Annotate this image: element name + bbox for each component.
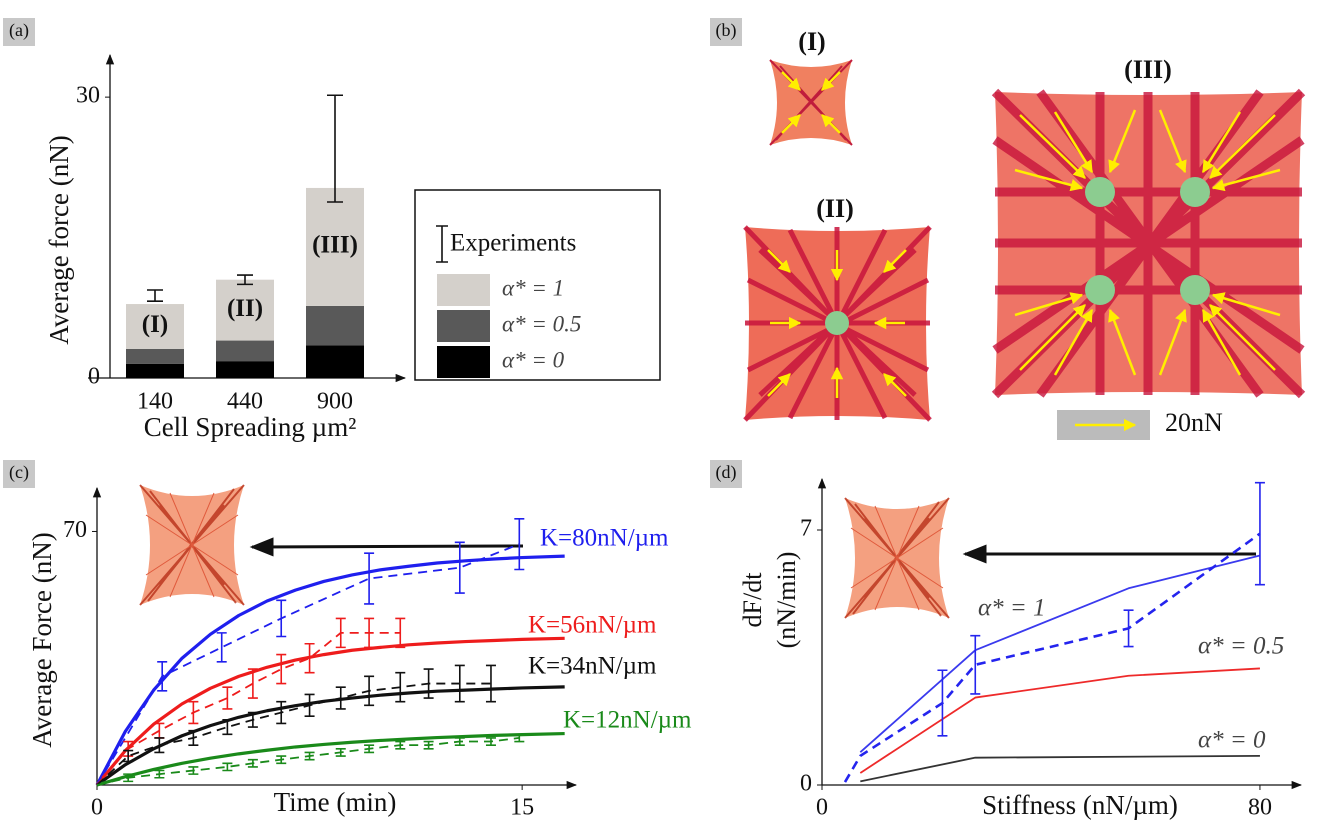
error-bar xyxy=(276,655,286,684)
bar-segment xyxy=(306,345,364,378)
bar-segment xyxy=(126,349,184,364)
error-bar xyxy=(937,670,947,736)
x-tick-label: 0 xyxy=(816,795,828,821)
cell-III xyxy=(995,92,1302,395)
cell-II xyxy=(745,227,930,420)
error-bar xyxy=(188,702,198,724)
x-axis-label: Stiffness (nN/µm) xyxy=(982,790,1178,820)
x-tick-label: 900 xyxy=(317,389,353,415)
error-bar xyxy=(276,600,286,636)
error-bar xyxy=(364,553,374,604)
model-line xyxy=(97,638,565,785)
x-tick-label: 440 xyxy=(227,389,263,415)
y-tick-label: 70 xyxy=(63,517,87,543)
x-axis-label: Time (min) xyxy=(274,787,397,817)
bar-segment xyxy=(216,361,274,378)
x-tick-label: 15 xyxy=(510,795,534,821)
panel-label: (a) xyxy=(9,20,29,41)
error-bar xyxy=(222,687,232,709)
panel-label: (c) xyxy=(9,462,29,483)
error-bar xyxy=(154,723,164,737)
legend-label: α* = 0.5 xyxy=(502,311,581,336)
y-tick-label: 7 xyxy=(800,516,812,542)
y-tick-label: 0 xyxy=(88,364,100,390)
page: {"chart_data": [ {"panel_label": "(a)", … xyxy=(0,0,1329,832)
panel-label: (b) xyxy=(716,20,737,41)
y-axis-label: (nN/min) xyxy=(772,552,801,649)
x-tick-label: 140 xyxy=(137,389,173,415)
bar-segment xyxy=(216,341,274,362)
cell-label: (II) xyxy=(816,194,854,223)
legend-label: α* = 0 xyxy=(502,347,565,372)
bar-segment xyxy=(306,306,364,345)
legend-swatch xyxy=(437,274,490,306)
x-tick-label: 0 xyxy=(91,795,103,821)
cell-label: (III) xyxy=(1124,55,1172,84)
series-label: α* = 1 xyxy=(978,595,1046,622)
series-label: K=56nN/µm xyxy=(528,612,657,639)
legend-label: α* = 1 xyxy=(502,275,564,300)
error-bar xyxy=(336,618,346,647)
legend-swatch xyxy=(437,310,490,342)
error-bar xyxy=(514,519,524,570)
scale-bar-label: 20nN xyxy=(1165,408,1223,437)
error-bar xyxy=(1255,483,1265,585)
cell-label: (I) xyxy=(798,27,825,56)
inset-cell xyxy=(845,498,949,618)
model-line xyxy=(860,756,1260,782)
series-label: K=34nN/µm xyxy=(528,653,657,680)
x-axis-label: Cell Spreading µm² xyxy=(144,412,357,442)
error-bar xyxy=(327,95,343,202)
cell-I xyxy=(770,60,852,145)
bar-label: (III) xyxy=(312,232,358,259)
error-bar xyxy=(217,633,227,662)
y-axis-label: Average Force (nN) xyxy=(27,532,57,747)
y-tick-label: 0 xyxy=(800,771,812,797)
series-label: K=80nN/µm xyxy=(540,525,669,552)
annotation-arrow xyxy=(252,546,523,547)
legend-swatch xyxy=(437,346,490,378)
x-tick-label: 80 xyxy=(1248,795,1272,821)
series-label: α* = 0.5 xyxy=(1198,633,1284,660)
bar-label: (I) xyxy=(142,311,168,338)
legend-label: Experiments xyxy=(450,230,576,257)
y-tick-label: 30 xyxy=(76,83,100,109)
bar-segment xyxy=(126,364,184,378)
bar-label: (II) xyxy=(227,295,263,322)
y-axis-label: dF/dt xyxy=(738,572,767,628)
y-axis-label: Average force (nN) xyxy=(44,135,74,344)
error-bar xyxy=(147,290,163,301)
inset-cell xyxy=(140,485,244,605)
figure: (b) (I) (II) (III) 20nN (a) Cell Spreadin… xyxy=(0,0,1329,832)
panel-label: (d) xyxy=(716,462,737,483)
series-label: K=12nN/µm xyxy=(563,707,692,734)
series-label: α* = 0 xyxy=(1198,727,1266,754)
